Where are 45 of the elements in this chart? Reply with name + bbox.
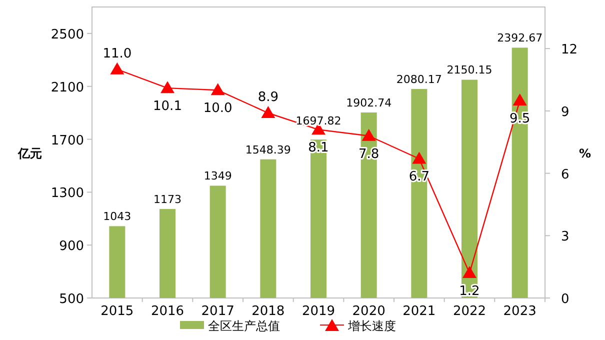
y-axis-title: 亿元: [17, 146, 42, 160]
y-tick-label: 500: [59, 292, 84, 307]
x-tick-label: 2016: [150, 304, 184, 319]
x-tick-label: 2023: [503, 304, 536, 319]
data-label: 2080.17: [396, 72, 442, 86]
y-tick-label: 900: [59, 239, 84, 254]
y2-tick-label: 9: [561, 104, 570, 120]
point: [362, 128, 376, 141]
legend-label: 全区生产总值: [208, 319, 280, 333]
x-tick-label: 2020: [352, 304, 386, 319]
y2-tick-label: 3: [561, 230, 570, 245]
point: [512, 94, 527, 106]
point: [261, 106, 276, 118]
data-label: 2392.67: [497, 32, 543, 45]
y-tick-label: 1700: [50, 133, 84, 148]
data-label: 1173: [154, 192, 182, 206]
data-label: 1548.39: [245, 143, 291, 156]
x-tick-label: 2019: [302, 304, 336, 319]
data-label: 1043: [103, 210, 132, 224]
point: [160, 81, 174, 94]
y2-tick-label: 12: [561, 42, 578, 58]
point: [412, 152, 426, 164]
point: [110, 62, 124, 74]
data-label: 8.9: [258, 90, 279, 106]
y2-axis-title: %: [578, 146, 592, 160]
data-label: 2150.15: [446, 64, 492, 77]
y2-tick-label: 6: [561, 167, 570, 182]
y-tick-label: 1300: [50, 186, 84, 202]
data-label: 1902.74: [346, 96, 392, 110]
data-label: 11.0: [102, 46, 132, 62]
x-tick-label: 2021: [402, 304, 436, 319]
y-tick-label: 2500: [50, 27, 84, 42]
data-label: 10.1: [153, 99, 182, 114]
x-tick-label: 2017: [201, 304, 234, 319]
data-label: 10.0: [203, 101, 232, 116]
data-label: 1697.82: [296, 114, 342, 128]
point: [462, 266, 476, 278]
point: [210, 83, 225, 96]
x-tick-label: 2018: [252, 304, 285, 319]
data-label: 1349: [204, 170, 232, 183]
x-tick-label: 2015: [100, 304, 134, 319]
x-tick-label: 2022: [452, 304, 486, 319]
legend-label: 增长速度: [347, 319, 396, 333]
y2-tick-label: 0: [561, 292, 570, 307]
y-tick-label: 2100: [50, 80, 84, 96]
